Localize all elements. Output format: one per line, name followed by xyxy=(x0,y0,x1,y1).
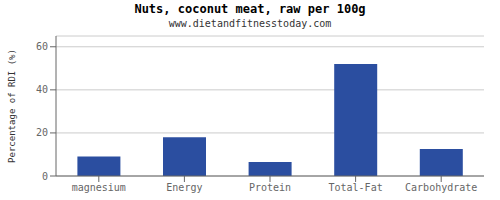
svg-text:60: 60 xyxy=(36,41,48,52)
html-text:www.dietandfitnesstoday.com: www.dietandfitnesstoday.com xyxy=(168,18,332,29)
svg-text:Energy: Energy xyxy=(166,182,202,193)
svg-text:40: 40 xyxy=(36,84,48,95)
svg-text:Protein: Protein xyxy=(249,182,291,193)
svg-text:magnesium: magnesium xyxy=(72,182,126,193)
svg-text:Percentage of RDI (%): Percentage of RDI (%) xyxy=(8,49,17,163)
svg-text:Total-Fat: Total-Fat xyxy=(329,182,383,193)
html-text:Nuts, coconut meat, raw per 10: Nuts, coconut meat, raw per 100g xyxy=(134,2,366,16)
svg-text:Carbohydrate: Carbohydrate xyxy=(405,182,477,193)
svg-text:0: 0 xyxy=(42,171,48,182)
svg-text:20: 20 xyxy=(36,127,48,138)
